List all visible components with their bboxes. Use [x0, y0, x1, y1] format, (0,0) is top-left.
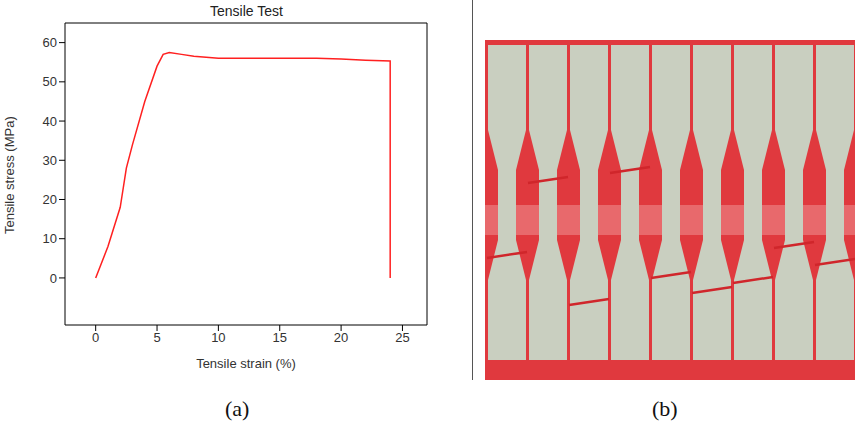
html-text:(a): (a)	[225, 396, 250, 421]
svg-text:5: 5	[153, 330, 160, 345]
svg-text:25: 25	[395, 330, 409, 345]
svg-text:50: 50	[43, 74, 57, 89]
svg-text:0: 0	[50, 271, 57, 286]
svg-text:0: 0	[92, 330, 99, 345]
svg-text:20: 20	[334, 330, 348, 345]
svg-text:20: 20	[43, 192, 57, 207]
svg-text:10: 10	[211, 330, 225, 345]
svg-text:30: 30	[43, 153, 57, 168]
svg-text:Tensile strain (%): Tensile strain (%)	[196, 356, 296, 371]
svg-text:Tensile stress (MPa): Tensile stress (MPa)	[2, 116, 17, 234]
svg-text:10: 10	[43, 231, 57, 246]
svg-text:40: 40	[43, 114, 57, 129]
svg-text:15: 15	[273, 330, 287, 345]
svg-text:60: 60	[43, 35, 57, 50]
html-text:(b): (b)	[652, 396, 678, 421]
html-text:Tensile Test: Tensile Test	[210, 3, 283, 19]
